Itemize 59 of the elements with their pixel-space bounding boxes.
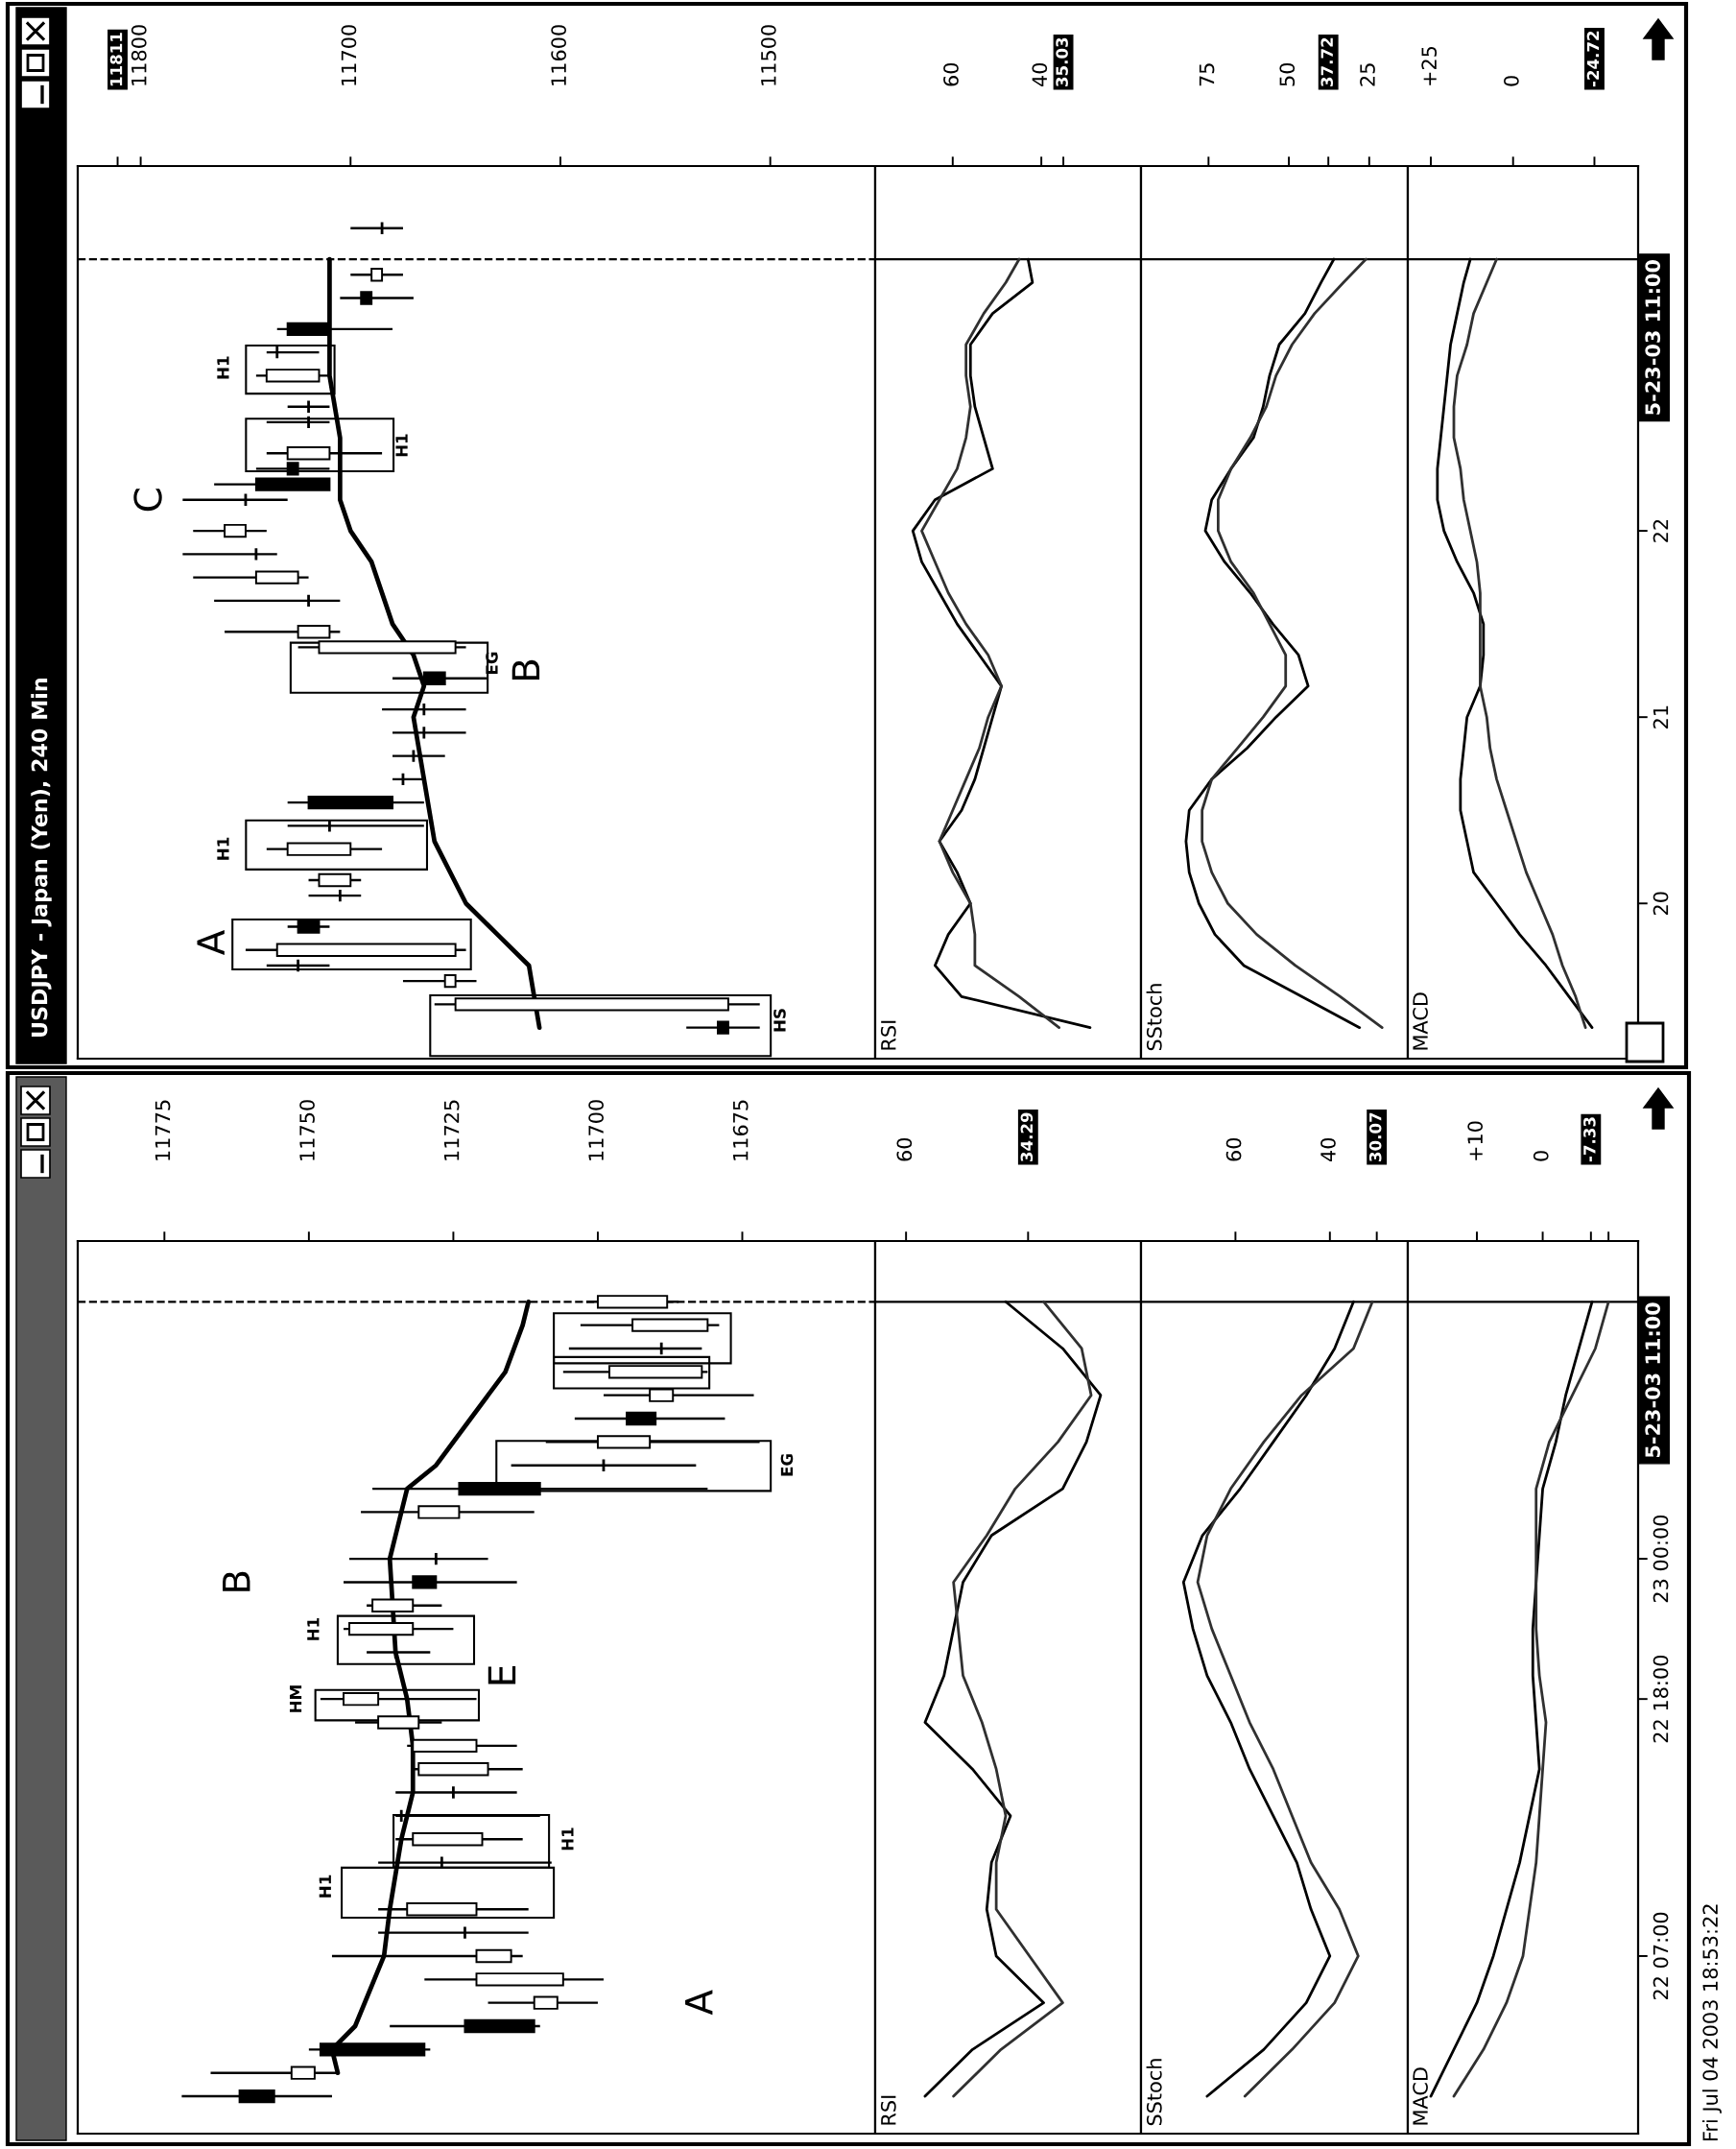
x-tick-label: 34.29	[1020, 1112, 1034, 1161]
x-tick-label: 11500	[760, 25, 776, 85]
annotation: A	[685, 1990, 713, 2016]
ref-line-label: 5-23-03 11:00	[1645, 1302, 1661, 1458]
annotation: H1	[319, 1874, 331, 1898]
text: Fri Jul 04 2003 18:53:22	[1701, 1904, 1722, 2140]
x-tick-label: +25	[1421, 46, 1438, 85]
annotation: H1	[307, 1617, 320, 1640]
annotation: HM	[289, 1685, 302, 1712]
ref-line-label: 5-23-03 11:00	[1645, 260, 1661, 415]
y-tick-label: 22 07:00	[1653, 1912, 1669, 2000]
y-tick-label: 22 18:00	[1653, 1655, 1669, 1743]
x-tick-label: 40	[1032, 62, 1048, 87]
x-tick-label: 37.72	[1320, 37, 1334, 86]
text: MACD	[1413, 992, 1428, 1050]
y-tick-label: 20	[1653, 892, 1669, 915]
annotation: B	[223, 1571, 250, 1591]
annotation: H1	[217, 356, 229, 379]
x-tick-label: 11600	[551, 25, 567, 85]
annotation: H1	[561, 1827, 574, 1851]
x-tick-label: 35.03	[1056, 37, 1068, 86]
text: USDJPY - Japan (Yen), 240 Min	[31, 679, 52, 1037]
x-tick-label: 40	[1320, 1137, 1336, 1162]
annotation: H1	[395, 434, 408, 457]
y-tick-label: 21	[1653, 705, 1669, 728]
annotation: A	[197, 930, 225, 956]
annotation: EG	[780, 1454, 794, 1476]
x-tick-label: 11750	[299, 1100, 315, 1160]
x-tick-label: 60	[943, 62, 959, 86]
x-tick-label: 0	[1533, 1151, 1549, 1161]
x-tick-label: 60	[896, 1137, 913, 1161]
text: RSI	[880, 2095, 896, 2125]
x-tick-label: 11725	[443, 1100, 460, 1160]
x-tick-label: +10	[1467, 1121, 1484, 1160]
text: SStoch	[1146, 2059, 1162, 2126]
annotation: E	[488, 1666, 516, 1684]
y-tick-label: 22	[1653, 519, 1669, 542]
x-tick-label: 60	[1225, 1137, 1242, 1161]
x-tick-label: -24.72	[1586, 31, 1600, 87]
x-tick-label: -7.33	[1583, 1117, 1596, 1162]
x-tick-label: 25	[1360, 63, 1375, 86]
x-tick-label: 11811	[109, 33, 123, 86]
x-tick-label: 75	[1199, 63, 1215, 86]
annotation: HS	[773, 1009, 786, 1032]
x-tick-label: 30.07	[1368, 1112, 1382, 1161]
x-tick-label: 0	[1504, 76, 1519, 86]
text: SStoch	[1146, 984, 1162, 1051]
x-tick-label: 11700	[341, 25, 357, 85]
x-tick-label: 11675	[732, 1100, 749, 1160]
annotation: C	[133, 489, 162, 512]
x-tick-label: 11800	[131, 25, 147, 85]
text: MACD	[1413, 2067, 1428, 2125]
text: RSI	[880, 1020, 896, 1050]
x-tick-label: 11775	[155, 1100, 171, 1160]
x-tick-label: 50	[1279, 62, 1296, 86]
annotation: B	[511, 659, 540, 680]
annotation: H1	[217, 837, 229, 860]
y-tick-label: 23 00:00	[1653, 1515, 1669, 1603]
x-tick-label: 11700	[588, 1100, 604, 1160]
